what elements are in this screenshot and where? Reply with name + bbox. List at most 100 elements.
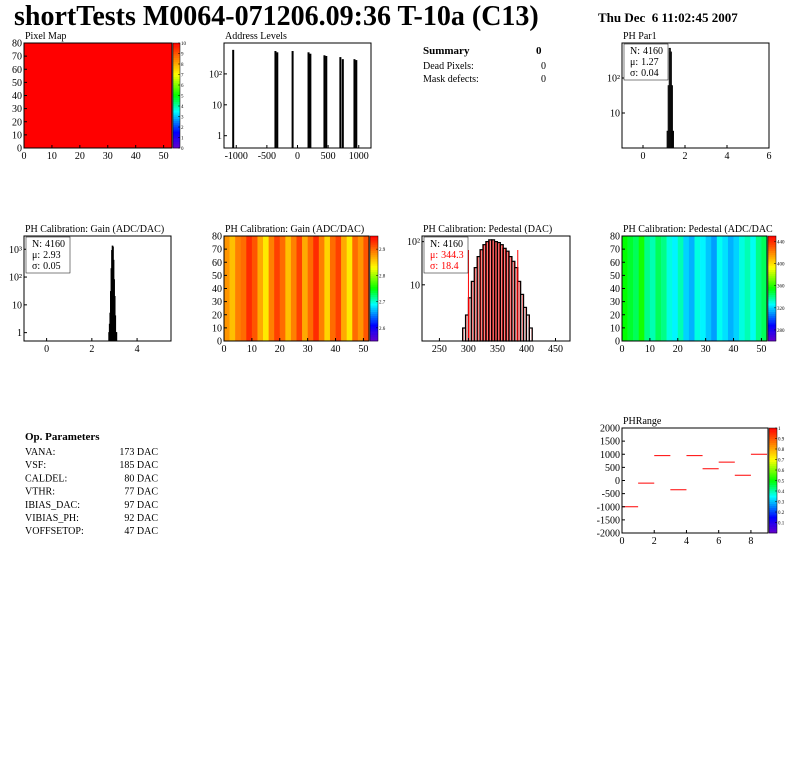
z-tick-label: 5 — [181, 95, 184, 100]
y-tick-label: 10 — [12, 130, 22, 141]
color-scale-step — [769, 442, 777, 446]
color-scale-step — [768, 248, 776, 251]
color-scale-step — [173, 129, 180, 132]
color-scale-step — [173, 53, 180, 56]
color-scale-step — [768, 271, 776, 275]
color-scale-step — [768, 273, 776, 277]
x-tick-label: 0 — [222, 344, 227, 355]
color-scale-step — [370, 240, 378, 243]
color-scale-step — [370, 320, 378, 323]
color-scale-step — [768, 313, 776, 317]
color-scale-step — [173, 66, 180, 69]
z-tick-label: 280 — [777, 329, 785, 334]
heatmap-cell — [274, 236, 281, 341]
color-scale-step — [768, 309, 776, 312]
color-scale-step — [173, 85, 180, 88]
stats-value: 344.3 — [441, 250, 464, 261]
color-scale-step — [370, 301, 378, 304]
plot-border — [621, 42, 770, 149]
z-tick-label: 8 — [181, 63, 184, 68]
color-scale-step — [768, 254, 776, 258]
color-scale-step — [370, 263, 378, 266]
heatmap-cell — [290, 236, 297, 341]
color-scale-step — [370, 313, 378, 317]
x-tick-label: 30 — [103, 151, 113, 162]
color-scale-step — [768, 317, 776, 321]
color-scale-border — [369, 235, 379, 342]
color-scale-step — [768, 292, 776, 296]
color-scale-step — [370, 257, 378, 260]
z-tick-label: 0.6 — [778, 469, 785, 474]
op-value: 173 DAC — [119, 447, 158, 458]
y-tick-label: -1500 — [597, 515, 620, 526]
y-tick-label: 10² — [607, 74, 620, 85]
chart-title: PH Calibration: Pedestal (DAC) — [423, 224, 552, 235]
x-tick-label: 300 — [461, 344, 476, 355]
z-tick-label: 7 — [181, 74, 184, 79]
color-scale-step — [768, 307, 776, 310]
color-scale-step — [370, 273, 378, 277]
color-scale-step — [173, 45, 180, 48]
heatmap-cell — [318, 236, 325, 341]
stats-box — [25, 236, 71, 274]
color-scale-step — [173, 118, 180, 121]
color-scale-step — [768, 267, 776, 270]
x-tick-label: 10 — [47, 151, 57, 162]
color-scale-step — [768, 252, 776, 256]
color-scale-step — [173, 93, 180, 96]
color-scale-step — [173, 87, 180, 90]
summary-title: Summary — [423, 45, 470, 57]
x-tick-label: 40 — [331, 344, 341, 355]
spike — [323, 55, 326, 148]
heatmap-cell — [627, 236, 634, 341]
color-scale-step — [370, 324, 378, 327]
heatmap-cell — [649, 236, 656, 341]
color-scale-step — [370, 326, 378, 329]
y-tick-label: 50 — [12, 78, 22, 89]
heatmap-cell — [694, 236, 701, 341]
op-name: IBIAS_DAC: — [25, 500, 80, 511]
spike — [276, 52, 279, 148]
color-scale-step — [769, 449, 777, 452]
z-tick-label: 4 — [181, 105, 184, 110]
x-tick-label: 20 — [75, 151, 85, 162]
stats-value: 0.04 — [641, 68, 659, 79]
color-scale-step — [769, 465, 777, 469]
y-tick-label: -1000 — [597, 502, 620, 513]
y-tick-label: 10 — [12, 300, 22, 311]
color-scale-step — [769, 486, 777, 490]
y-tick-label: 60 — [610, 258, 620, 269]
x-tick-label: -500 — [258, 151, 276, 162]
color-scale-step — [173, 145, 180, 149]
color-scale-step — [173, 89, 180, 92]
spike — [274, 51, 277, 148]
color-scale-step — [768, 269, 776, 272]
heatmap-cell — [263, 236, 269, 341]
color-scale-step — [769, 497, 777, 500]
summary-count: 0 — [541, 74, 546, 85]
color-scale-step — [769, 434, 777, 437]
y-tick-label: 0 — [17, 144, 22, 155]
color-scale-step — [370, 284, 378, 287]
color-scale-step — [173, 106, 180, 109]
color-scale-step — [173, 61, 180, 65]
color-scale-step — [769, 467, 777, 471]
color-scale-step — [768, 238, 776, 241]
heatmap-cell — [705, 236, 712, 341]
color-scale-step — [370, 282, 378, 285]
x-tick-label: 0 — [22, 151, 27, 162]
z-tick-label: 3 — [181, 116, 184, 121]
z-tick-label: 2.7 — [379, 301, 386, 306]
y-tick-label: 70 — [212, 245, 222, 256]
page-title: shortTests M0064-071206.09:36 T-10a (C13… — [14, 1, 539, 32]
x-tick-label: 10 — [645, 344, 655, 355]
stats-label: N: — [630, 46, 640, 57]
y-tick-label: -2000 — [597, 529, 620, 540]
x-tick-label: 20 — [673, 344, 683, 355]
x-tick-label: 500 — [321, 151, 336, 162]
y-tick-label: 30 — [610, 297, 620, 308]
color-scale-step — [768, 259, 776, 262]
color-scale-step — [768, 280, 776, 283]
op-name: VTHR: — [25, 487, 55, 498]
color-scale-step — [370, 280, 378, 283]
